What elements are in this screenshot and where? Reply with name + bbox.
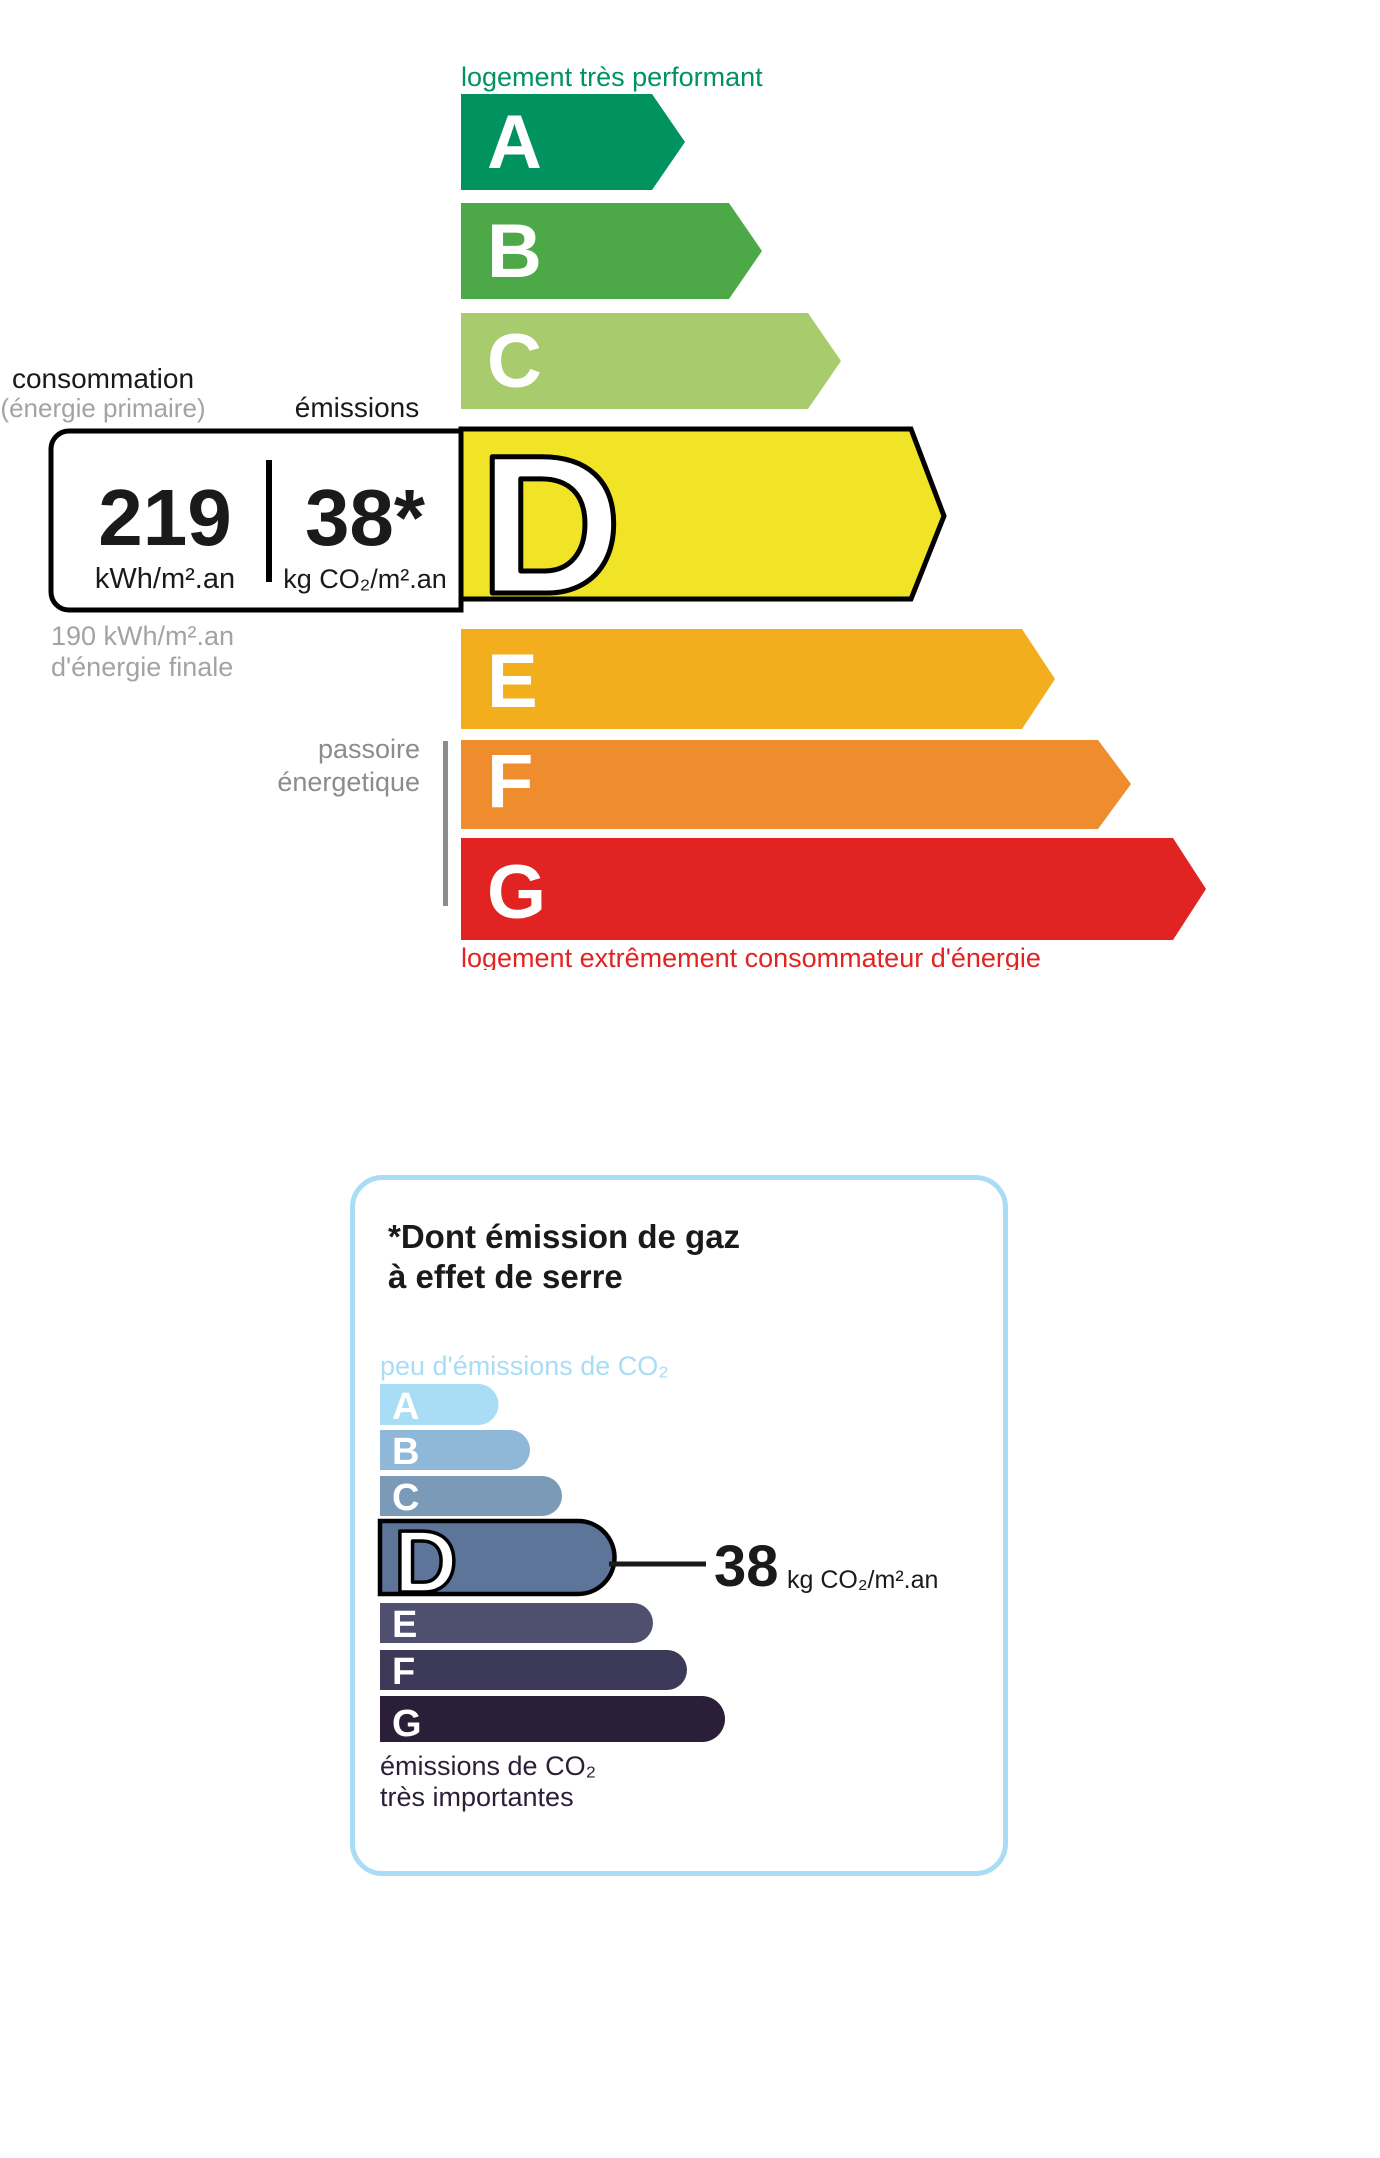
svg-text:kWh/m².an: kWh/m².an [95, 563, 235, 595]
svg-text:F: F [392, 1651, 415, 1693]
svg-text:A: A [392, 1386, 419, 1428]
svg-text:kg CO₂/m².an: kg CO₂/m².an [283, 564, 447, 594]
svg-text:énergetique: énergetique [277, 767, 420, 797]
svg-text:kg CO₂/m².an: kg CO₂/m².an [787, 1566, 938, 1594]
svg-text:logement extrêmement consommat: logement extrêmement consommateur d'éner… [461, 943, 1041, 970]
svg-text:passoire: passoire [318, 734, 420, 764]
svg-text:peu d'émissions de CO₂: peu d'émissions de CO₂ [380, 1351, 669, 1381]
svg-text:A: A [487, 100, 542, 185]
svg-text:consommation: consommation [12, 363, 194, 394]
svg-text:logement très performant: logement très performant [461, 62, 763, 92]
svg-text:(énergie primaire): (énergie primaire) [0, 393, 205, 423]
svg-text:219: 219 [98, 473, 231, 562]
svg-text:C: C [487, 319, 542, 404]
svg-text:*Dont émission de gaz: *Dont émission de gaz [388, 1218, 740, 1255]
svg-text:B: B [392, 1431, 419, 1473]
svg-text:190 kWh/m².an: 190 kWh/m².an [51, 621, 234, 651]
svg-text:d'énergie finale: d'énergie finale [51, 652, 233, 682]
svg-text:F: F [487, 739, 533, 824]
svg-text:émissions: émissions [295, 392, 419, 423]
svg-text:B: B [487, 209, 542, 294]
svg-text:E: E [487, 639, 538, 724]
svg-text:D: D [479, 414, 622, 635]
svg-text:G: G [487, 850, 546, 935]
svg-text:D: D [394, 1512, 458, 1611]
svg-text:G: G [392, 1703, 422, 1745]
svg-text:très importantes: très importantes [380, 1782, 574, 1812]
svg-text:E: E [392, 1604, 417, 1646]
svg-text:38*: 38* [305, 473, 426, 562]
svg-text:émissions de CO₂: émissions de CO₂ [380, 1751, 596, 1781]
svg-text:38: 38 [714, 1534, 779, 1599]
svg-text:à effet de serre: à effet de serre [388, 1258, 623, 1295]
